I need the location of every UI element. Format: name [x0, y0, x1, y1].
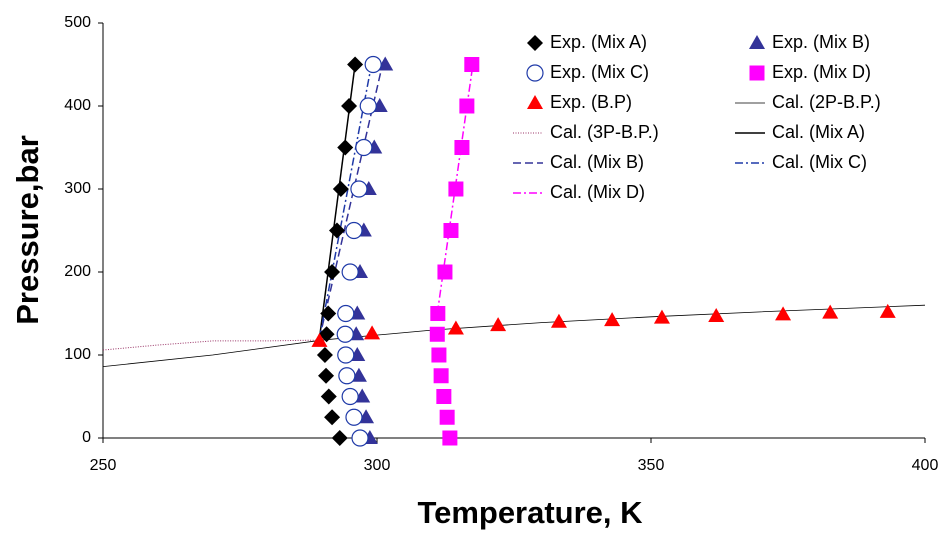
square-point [429, 326, 445, 342]
circle-point [359, 97, 377, 115]
legend-marker [526, 64, 544, 82]
y-axis-title: Pressure,bar [10, 135, 45, 325]
circle-point [337, 304, 355, 323]
legend-marker [749, 65, 765, 81]
square-point [437, 264, 453, 280]
circle-point [355, 138, 373, 157]
diamond-point [332, 181, 349, 197]
square-point [431, 347, 447, 363]
legend-label: Exp. (Mix D) [772, 62, 871, 82]
line [102, 339, 323, 351]
legend-label: Cal. (3P-B.P.) [550, 122, 659, 142]
x-tick-label: 400 [912, 457, 939, 474]
square-point [436, 389, 452, 404]
square-point [439, 409, 455, 425]
diamond-point [320, 305, 337, 322]
triangle-point [447, 320, 464, 335]
circle-point [351, 429, 369, 447]
legend-label: Cal. (Mix D) [550, 182, 645, 202]
diamond-point [347, 56, 364, 73]
square-point [459, 98, 475, 114]
legend-label: Cal. (Mix C) [772, 152, 867, 172]
legend-marker [527, 95, 543, 109]
circle-point [341, 263, 359, 281]
legend-label: Cal. (Mix B) [550, 152, 644, 172]
x-tick-label: 350 [638, 457, 665, 474]
triangle-point [490, 317, 507, 332]
diamond-point [318, 367, 335, 384]
legend-label: Cal. (Mix A) [772, 122, 865, 142]
y-tick-label: 0 [82, 429, 91, 446]
triangle-point [550, 313, 567, 328]
x-tick-label: 300 [364, 457, 391, 474]
diamond-point [337, 139, 354, 156]
diamond-point [324, 264, 341, 280]
triangle-point [822, 304, 839, 319]
diamond-point [324, 409, 341, 426]
circle-point [345, 408, 363, 426]
legend-label: Exp. (Mix C) [550, 62, 649, 82]
legend-marker [527, 35, 543, 51]
y-tick-label: 300 [64, 180, 91, 197]
circle-point [341, 387, 359, 406]
diamond-point [318, 326, 335, 343]
triangle-point [311, 332, 328, 347]
y-tick-label: 200 [64, 263, 91, 280]
circle-point [336, 325, 354, 343]
square-point [448, 181, 464, 197]
circle-point [338, 367, 356, 385]
square-point [433, 368, 449, 384]
diamond-point [320, 388, 337, 405]
square-point [443, 223, 459, 238]
legend-label: Exp. (B.P) [550, 92, 632, 112]
legend-marker [749, 35, 765, 49]
square-point [454, 140, 470, 155]
diamond-point [331, 430, 348, 446]
triangle-point [364, 325, 381, 340]
y-tick-label: 100 [64, 346, 91, 363]
y-tick-label: 500 [64, 14, 91, 31]
x-tick-label: 250 [90, 457, 117, 474]
line [102, 304, 926, 368]
triangle-point [653, 309, 670, 324]
square-point [442, 430, 458, 446]
y-tick-label: 400 [64, 97, 91, 114]
x-axis-title: Temperature, K [417, 495, 643, 530]
legend-label: Exp. (Mix A) [550, 32, 647, 52]
diamond-point [341, 98, 358, 114]
circle-point [337, 346, 355, 364]
square-point [464, 57, 480, 72]
triangle-point [879, 303, 896, 318]
line [318, 64, 373, 339]
triangle-point [775, 306, 792, 321]
circle-point [345, 221, 363, 240]
circle-point [350, 180, 368, 198]
legend-label: Exp. (Mix B) [772, 32, 870, 52]
triangle-point [708, 307, 725, 322]
diamond-point [316, 347, 333, 363]
diamond-point [328, 222, 345, 239]
circle-point [364, 55, 382, 74]
legend-label: Cal. (2P-B.P.) [772, 92, 881, 112]
square-point [430, 306, 446, 321]
triangle-point [604, 312, 621, 327]
